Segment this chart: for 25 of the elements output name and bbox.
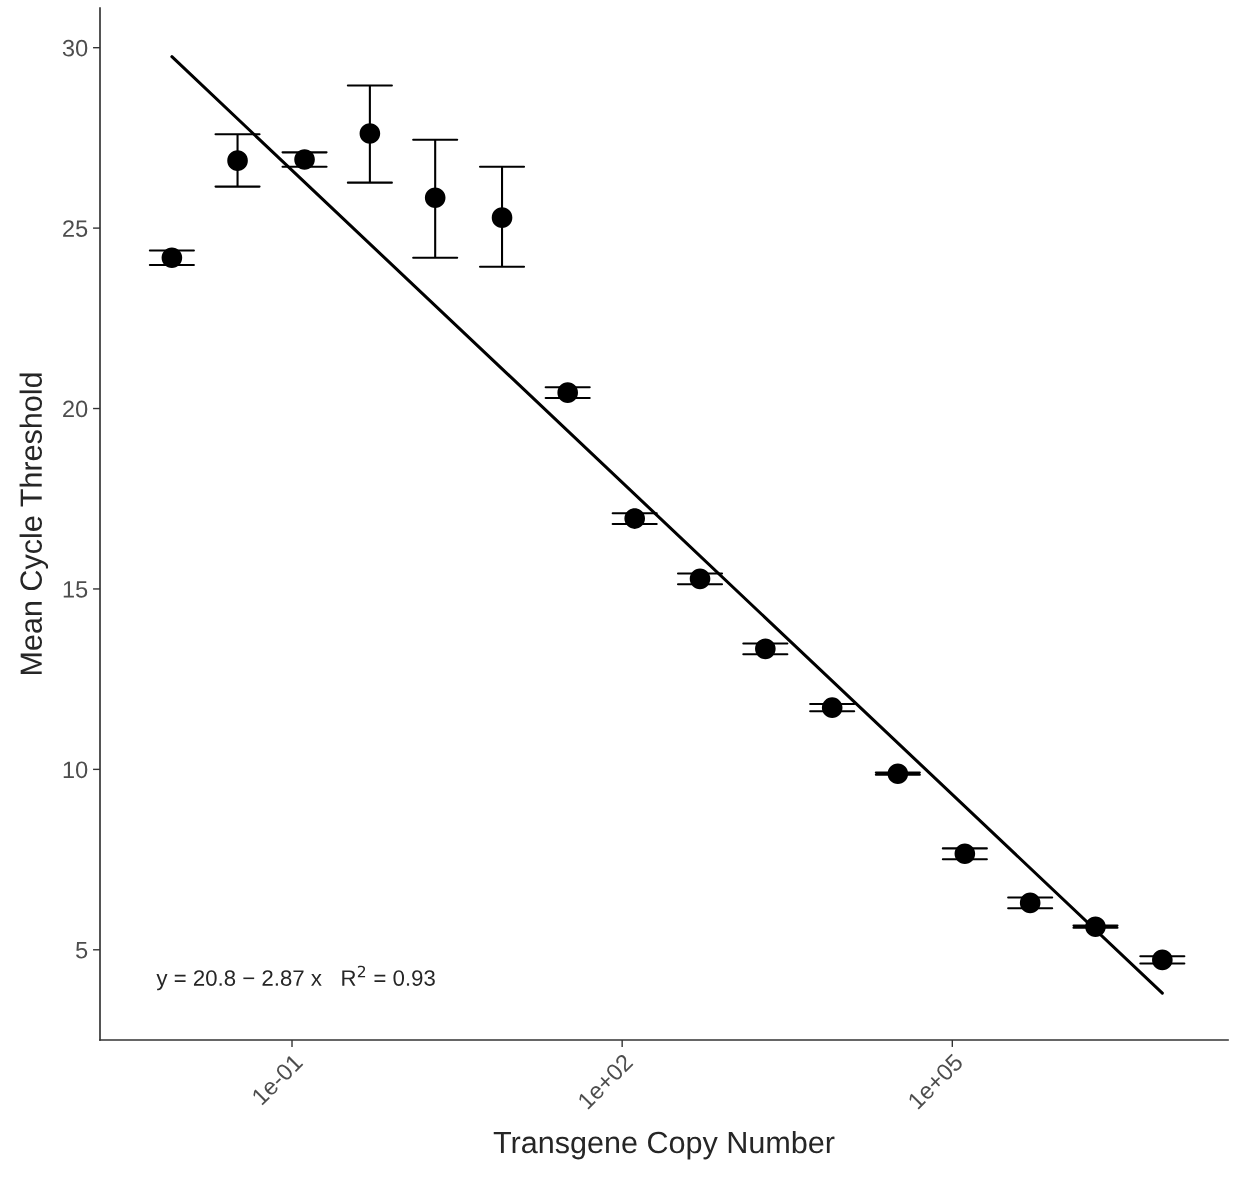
point — [755, 638, 776, 660]
point — [624, 508, 645, 529]
point — [689, 568, 711, 590]
y-tick-label: 15 — [63, 581, 88, 598]
point — [1152, 949, 1173, 971]
point — [1019, 892, 1041, 914]
y-tick-label: 25 — [63, 220, 88, 237]
point — [424, 187, 446, 209]
y-tick-label: 5 — [76, 942, 88, 959]
point — [491, 207, 513, 228]
point — [954, 843, 976, 865]
x-axis-title: Transgene Copy Number — [493, 1130, 835, 1160]
y-tick-label: 30 — [62, 39, 88, 57]
point — [557, 382, 578, 403]
annotation: y = 20.8 − 2.87 x R$^{2}$ = 0.93 — [156, 965, 435, 991]
point — [359, 123, 381, 144]
point — [294, 149, 315, 170]
point — [821, 697, 843, 718]
point — [1085, 916, 1106, 937]
y-axis-title: Mean Cycle Threshold — [19, 373, 49, 675]
point — [161, 247, 183, 268]
point — [887, 763, 909, 784]
point — [227, 150, 248, 171]
y-tick-label: 10 — [63, 761, 88, 779]
y-tick-label: 20 — [63, 400, 88, 418]
